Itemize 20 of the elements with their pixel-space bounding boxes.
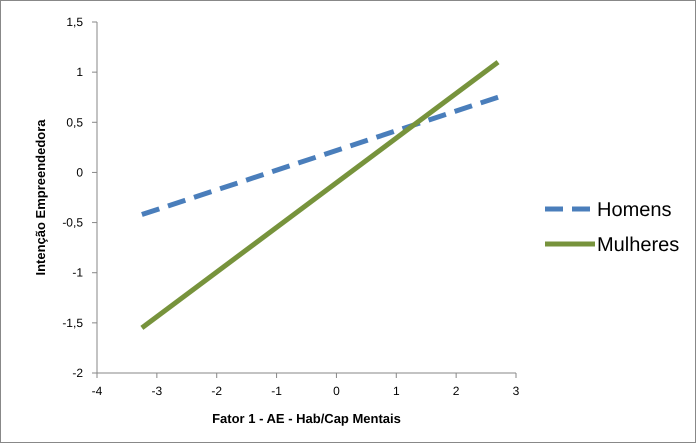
y-tick-label: -2	[72, 366, 84, 380]
y-axis-title: Intenção Empreendedora	[33, 118, 48, 276]
legend-label: Homens	[597, 199, 672, 221]
x-tick-label: 0	[333, 384, 340, 398]
x-tick-label: -2	[211, 384, 222, 398]
y-tick-label: -1,5	[62, 316, 84, 330]
x-tick-label: -4	[92, 384, 103, 398]
x-tick-label: 3	[512, 384, 520, 398]
y-tick-label: -0,5	[62, 216, 84, 230]
x-tick-label: -1	[271, 384, 282, 398]
x-axis-title: Fator 1 - AE - Hab/Cap Mentais	[212, 411, 401, 426]
y-tick-label: 0,5	[66, 115, 84, 130]
x-tick-label: 1	[392, 384, 400, 398]
y-tick-label: -1	[72, 266, 84, 280]
x-tick-label: -3	[152, 384, 163, 398]
y-tick-label: 0	[76, 165, 84, 180]
y-tick-label: 1,5	[66, 15, 84, 29]
legend-label: Mulheres	[597, 234, 680, 256]
x-tick-label: 2	[452, 384, 460, 398]
y-tick-label: 1	[76, 65, 84, 80]
